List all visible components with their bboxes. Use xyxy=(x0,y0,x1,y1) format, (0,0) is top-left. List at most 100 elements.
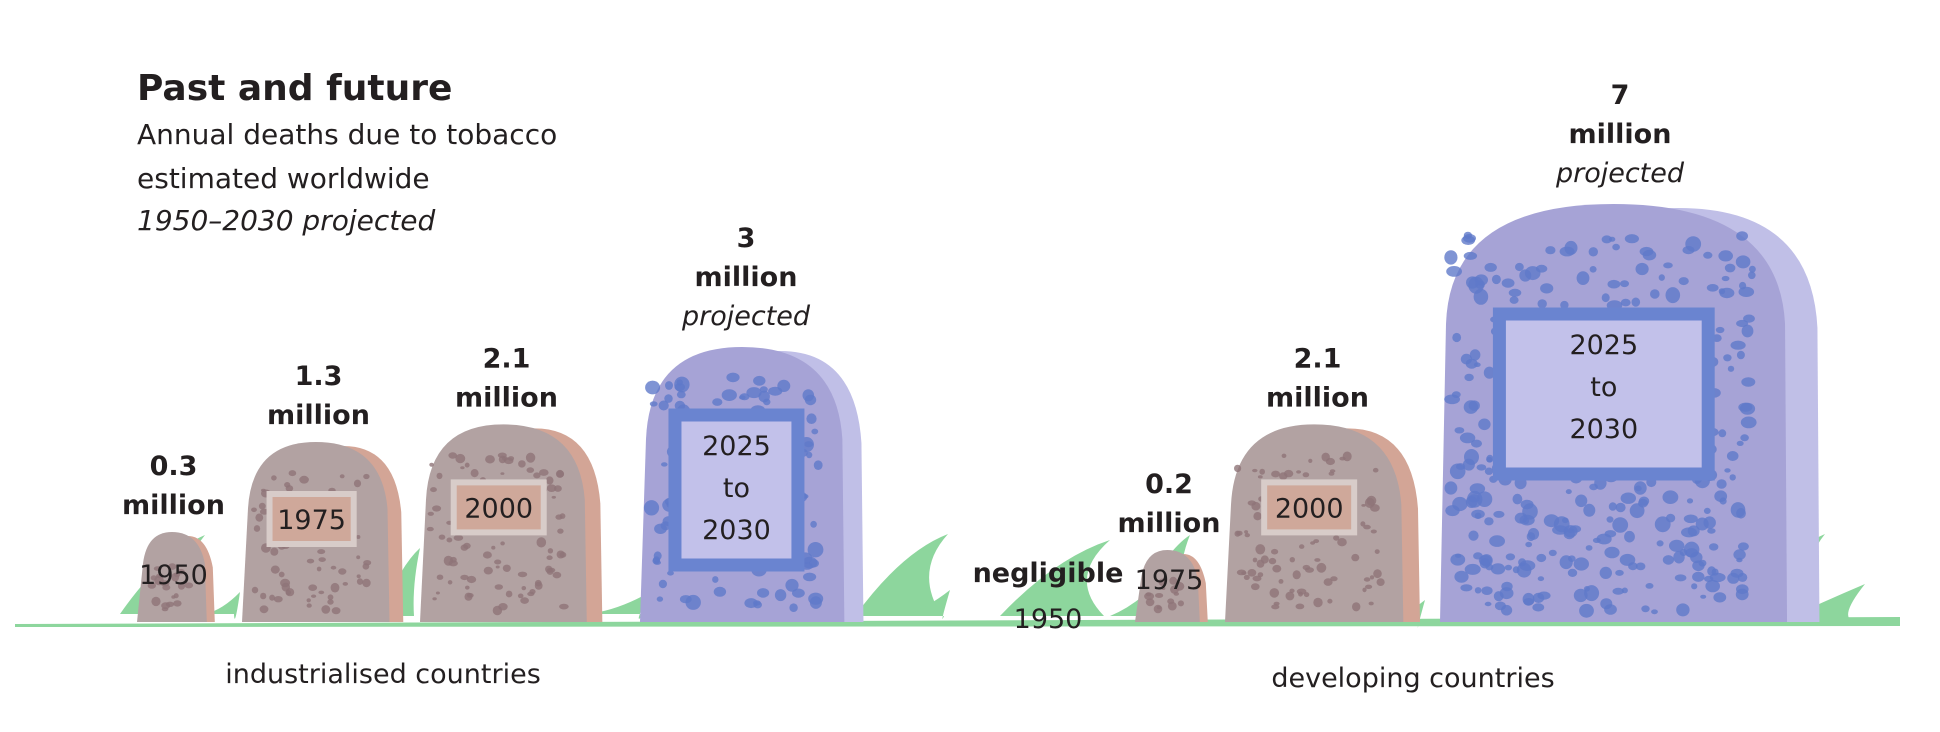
tombstone-speckle xyxy=(1363,577,1371,582)
tombstone-speckle xyxy=(1709,543,1719,551)
grass-blade xyxy=(855,534,948,616)
tombstone-speckle xyxy=(1563,529,1575,540)
tombstone-speckle xyxy=(1592,537,1601,544)
tombstone-speckle xyxy=(1363,524,1371,530)
tombstone-speckle xyxy=(1576,271,1590,285)
tombstone-speckle xyxy=(485,455,495,464)
tombstone-speckle xyxy=(432,597,437,601)
ground-line xyxy=(15,617,1900,627)
tombstone-speckle xyxy=(1337,538,1347,547)
tombstone-speckle xyxy=(1376,578,1385,586)
tombstone-speckle xyxy=(1289,557,1296,563)
tombstone-speckle xyxy=(269,594,275,601)
tombstone-speckle xyxy=(1562,517,1569,524)
tombstone-speckle xyxy=(739,395,746,400)
tombstone-speckle xyxy=(1676,603,1690,617)
tombstone-speckle xyxy=(1624,234,1639,244)
tombstone-speckle xyxy=(1292,570,1301,580)
tombstone-speckle xyxy=(1719,287,1735,299)
tombstone-speckle xyxy=(546,555,553,560)
tombstone-speckle xyxy=(1362,587,1367,593)
tombstone-speckle xyxy=(813,460,823,471)
tombstone-speckle xyxy=(1654,516,1671,533)
chart-title: Past and future xyxy=(137,68,453,109)
tombstone-speckle xyxy=(1454,570,1469,583)
tombstone-speckle xyxy=(1253,512,1262,521)
grass-blade xyxy=(588,592,650,619)
tombstone-speckle xyxy=(507,456,515,461)
tombstone-speckle xyxy=(353,479,362,488)
tombstone-speckle xyxy=(1271,604,1280,610)
tombstone-speckle xyxy=(802,389,815,402)
tombstone-speckle xyxy=(1736,584,1749,595)
tombstone-speckle xyxy=(1251,583,1260,591)
tombstone-speckle xyxy=(342,582,348,586)
tombstone-speckle xyxy=(339,474,345,479)
tombstone-speckle xyxy=(1683,514,1698,524)
tombstone-speckle xyxy=(1452,496,1468,512)
tombstone-speckle xyxy=(161,607,169,612)
tombstone-speckle xyxy=(153,566,162,571)
tombstone-speckle xyxy=(460,544,469,551)
tombstone-speckle xyxy=(1302,472,1310,478)
tombstone-speckle xyxy=(1739,402,1756,415)
tombstone-speckle xyxy=(1612,587,1624,595)
tombstone-speckle xyxy=(1524,266,1541,281)
tombstone-speckle xyxy=(534,581,543,590)
data-label-note: projected xyxy=(1555,158,1685,189)
tombstone-speckle xyxy=(1588,247,1599,257)
tombstone-speckle xyxy=(330,565,337,570)
tombstone-year-line: 2030 xyxy=(702,515,771,546)
tombstone-speckle xyxy=(460,574,469,581)
tombstone-speckle xyxy=(1278,579,1284,584)
tombstone-speckle xyxy=(1620,280,1629,288)
tombstones-layer: 1950 1975 2000 2025 to 2030 1975 2000 2025 to 2030 xyxy=(137,204,1820,622)
tombstone-speckle xyxy=(255,513,264,522)
tombstone-speckle xyxy=(1483,366,1495,379)
tombstone-speckle xyxy=(1559,555,1573,570)
tombstone-speckle xyxy=(1281,453,1287,458)
tombstone-speckle xyxy=(1372,467,1379,473)
tombstone-speckle xyxy=(806,413,817,425)
tombstone-speckle xyxy=(327,594,334,601)
tombstone-year-label: 2025 to 2030 xyxy=(1569,330,1638,445)
tombstone-speckle xyxy=(1596,533,1612,545)
tombstone-speckle xyxy=(306,603,312,608)
tombstone-speckle xyxy=(1370,529,1377,534)
tombstone-speckle xyxy=(251,507,257,513)
tombstone-speckle xyxy=(1707,528,1716,534)
tombstone-speckle xyxy=(1645,583,1654,589)
tombstone-speckle xyxy=(551,495,556,499)
tombstone-speckle xyxy=(1532,603,1545,612)
tombstone-speckle xyxy=(712,398,723,406)
data-label-unit: million xyxy=(695,262,798,293)
tombstone-speckle xyxy=(1471,439,1482,448)
tombstone-speckle xyxy=(1718,250,1733,262)
tombstone-speckle xyxy=(1303,592,1310,598)
tombstone-speckle xyxy=(1451,391,1461,398)
tombstone-speckle xyxy=(1241,571,1247,575)
tombstone-speckle xyxy=(327,599,334,605)
tombstone-speckle xyxy=(1607,279,1621,289)
tombstone-speckle xyxy=(464,462,470,468)
tombstone-speckle xyxy=(1481,586,1493,595)
tombstone-speckle xyxy=(1260,555,1269,564)
tombstone-speckle xyxy=(811,428,819,435)
tombstone-speckle xyxy=(465,585,470,590)
tombstone-speckle xyxy=(1169,576,1178,585)
tombstone-speckle xyxy=(1316,562,1327,573)
tombstone-speckle xyxy=(1706,284,1719,292)
tombstone-speckle xyxy=(1520,499,1534,510)
tombstone-speckle xyxy=(1565,489,1572,495)
tombstone-speckle xyxy=(494,559,502,565)
tombstone-speckle xyxy=(1628,562,1638,571)
tombstone-speckle xyxy=(1727,365,1735,372)
tombstone-speckle xyxy=(757,588,770,598)
tombstone-speckle xyxy=(1575,494,1588,508)
tombstone-speckle xyxy=(1446,266,1462,277)
tombstone-year-line: to xyxy=(1590,372,1617,403)
data-label-unit: million xyxy=(455,382,558,413)
tombstone-speckle xyxy=(1273,601,1280,606)
tombstone-speckle xyxy=(1537,576,1545,582)
tombstone-year-label: 1950 xyxy=(139,560,208,591)
